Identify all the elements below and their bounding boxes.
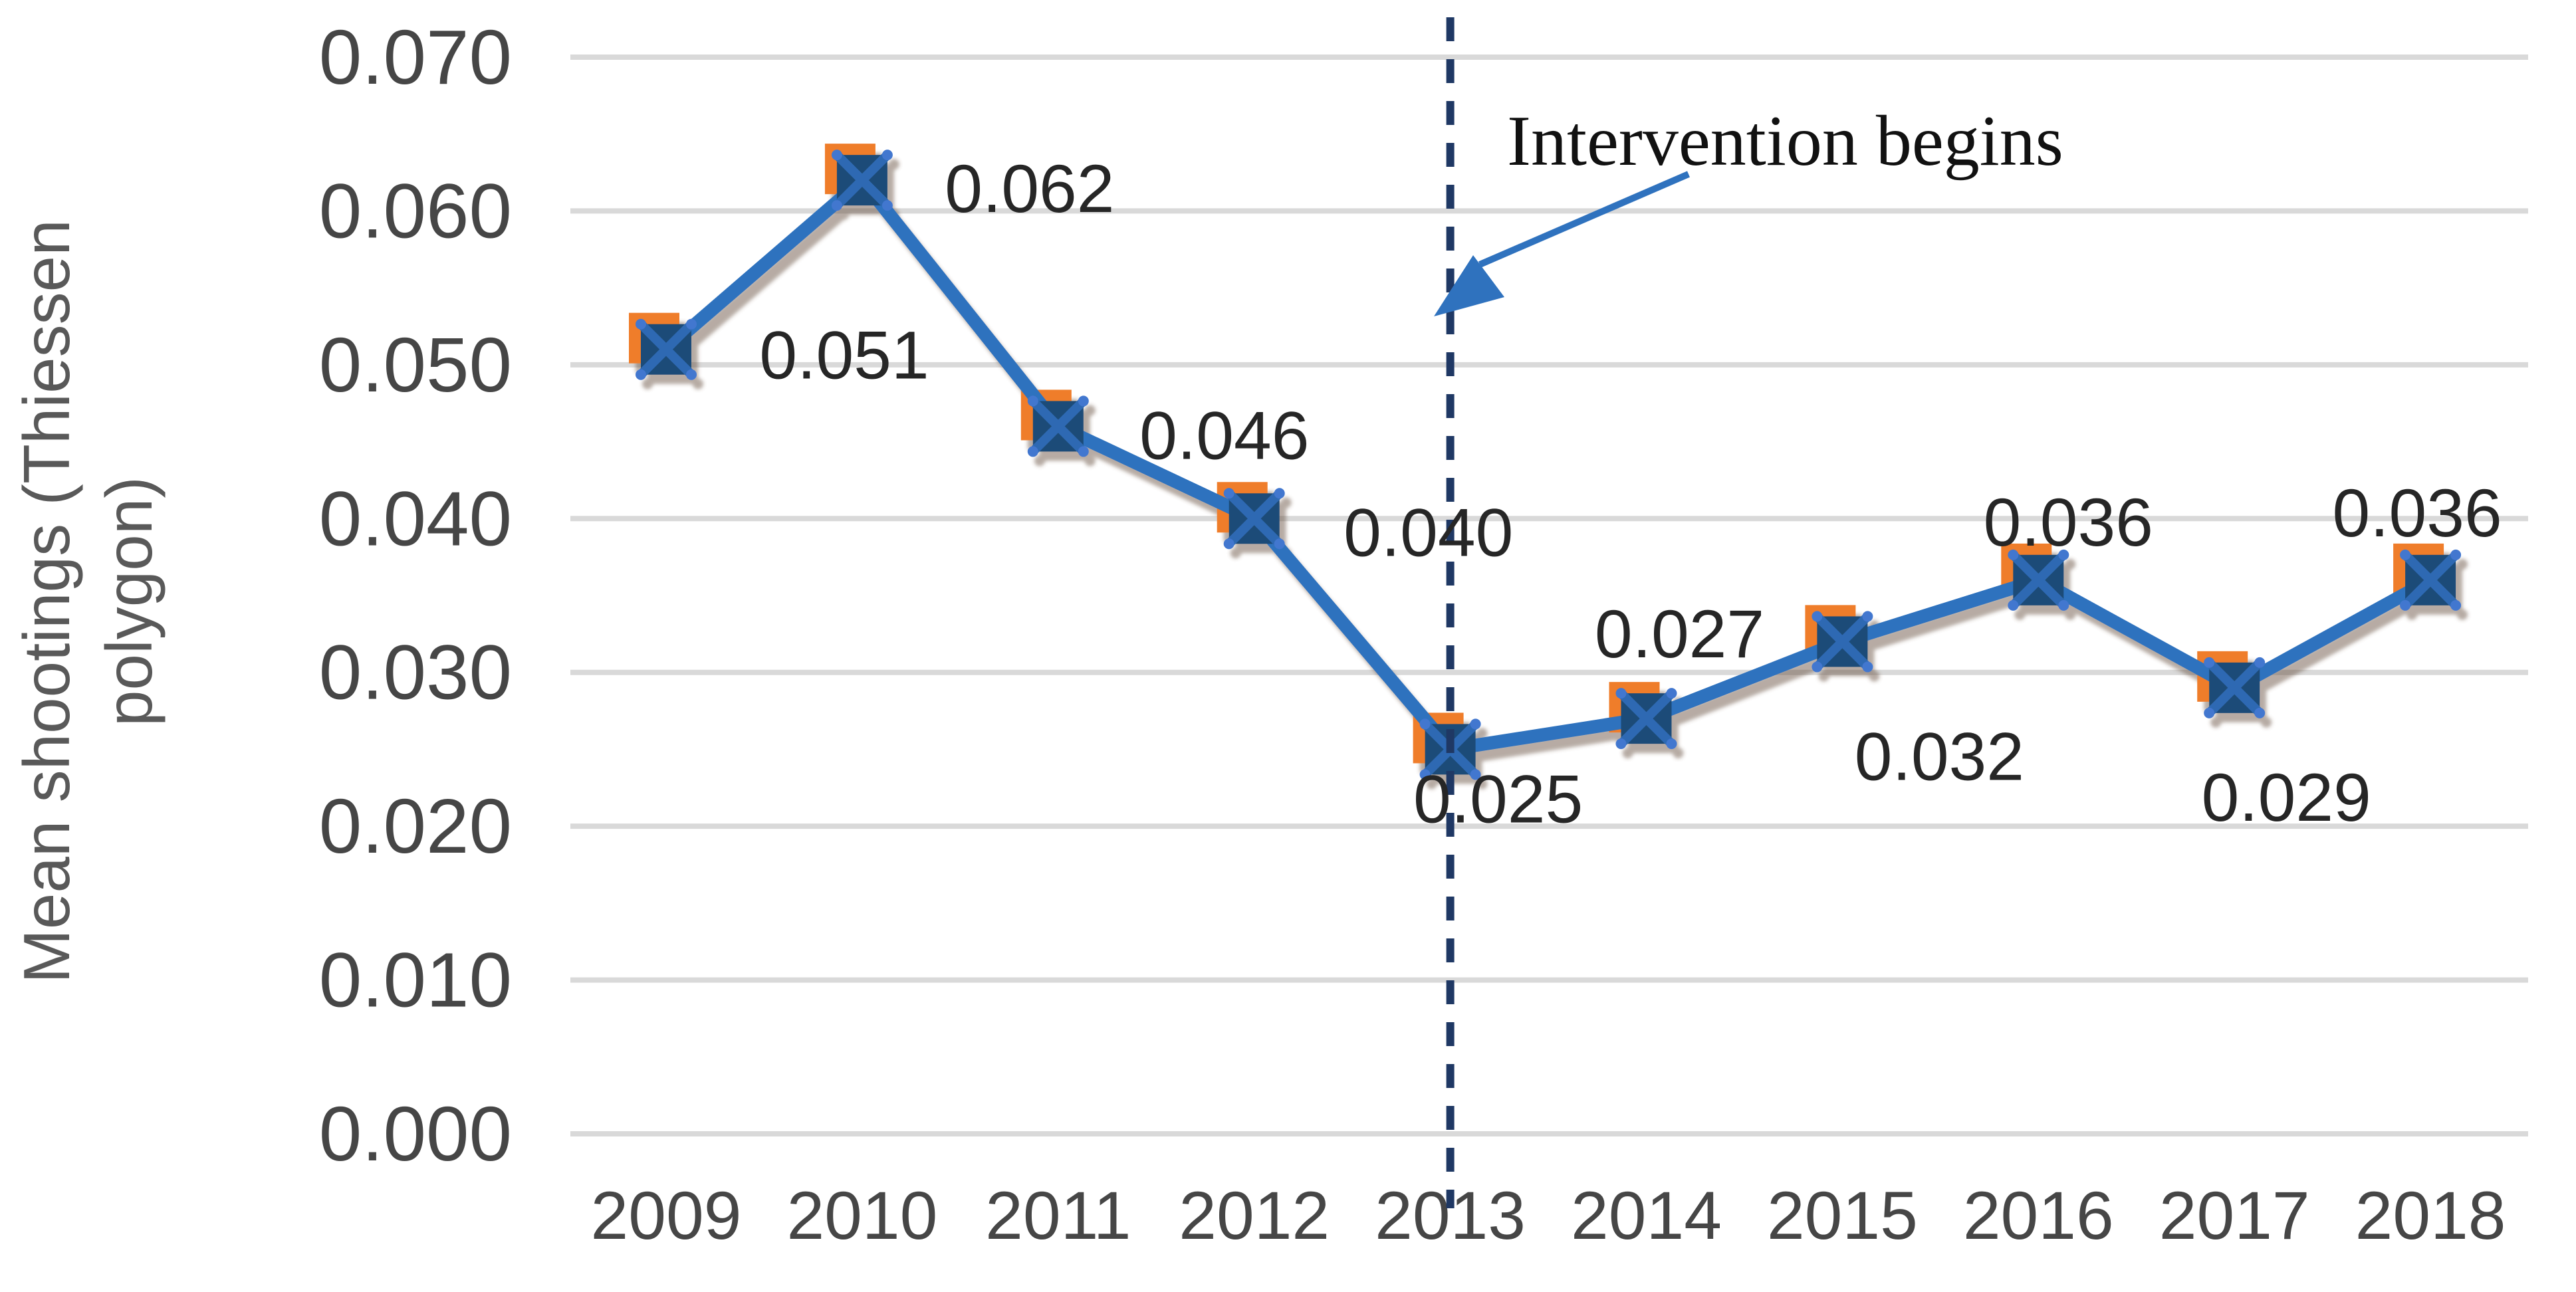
y-axis-tick-labels: 0.000 0.010 0.020 0.030 0.040 0.050 0.060 0.070 (319, 14, 512, 1177)
x-axis-tick-labels: 2009 2010 2011 2012 2013 2014 2015 2016 2017 2018 (591, 1178, 2506, 1253)
data-point-marker-2010 (831, 150, 893, 211)
data-label: 0.025 (1413, 761, 1583, 837)
y-axis-title-line1: Mean shootings (Thiessen (10, 219, 83, 983)
y-axis-title: Mean shootings (Thiessen polygon) (10, 219, 166, 983)
annotation-arrow-line (1478, 171, 1690, 268)
x-tick-label: 2010 (786, 1178, 937, 1253)
data-label: 0.027 (1595, 596, 1764, 672)
data-point-marker-2014 (1615, 688, 1677, 750)
data-point-marker-2015 (1812, 611, 1873, 673)
data-label: 0.032 (1855, 718, 2024, 794)
data-label: 0.036 (2332, 475, 2502, 551)
y-tick-label: 0.020 (319, 783, 512, 869)
x-tick-label: 2009 (591, 1178, 742, 1253)
data-point-marker-2009 (636, 318, 697, 380)
y-tick-label: 0.070 (319, 14, 512, 100)
data-label: 0.040 (1344, 494, 1513, 570)
data-point-marker-2016 (2008, 549, 2069, 611)
x-tick-label: 2018 (2355, 1178, 2506, 1253)
annotation: Intervention begins (1434, 102, 2063, 316)
gridlines (570, 54, 2528, 1136)
data-label: 0.036 (1984, 484, 2153, 560)
data-series (629, 144, 2462, 780)
y-tick-label: 0.060 (319, 167, 512, 254)
data-point-marker-2011 (1027, 395, 1089, 457)
y-tick-label: 0.000 (319, 1091, 512, 1177)
y-tick-label: 0.040 (319, 475, 512, 562)
x-tick-label: 2011 (985, 1178, 1131, 1253)
data-label: 0.029 (2202, 760, 2371, 835)
x-tick-label: 2017 (2159, 1178, 2310, 1253)
x-tick-label: 2016 (1963, 1178, 2114, 1253)
data-label: 0.062 (945, 151, 1114, 227)
y-axis-title-line2: polygon) (92, 477, 166, 726)
annotation-text: Intervention begins (1507, 102, 2063, 181)
data-label: 0.051 (759, 318, 929, 393)
data-point-marker-2017 (2204, 657, 2266, 718)
data-point-marker-2018 (2400, 549, 2462, 611)
series-line (661, 173, 2434, 756)
y-tick-label: 0.010 (319, 937, 512, 1023)
data-point-marker-2012 (1223, 488, 1285, 550)
x-tick-label: 2014 (1571, 1178, 1722, 1253)
data-labels: 0.051 0.062 0.046 0.040 0.025 0.027 0.032 0.036… (759, 151, 2502, 837)
x-tick-label: 2012 (1179, 1178, 1330, 1253)
x-tick-label: 2013 (1375, 1178, 1526, 1253)
y-tick-label: 0.050 (319, 322, 512, 408)
data-label: 0.046 (1139, 397, 1309, 473)
y-tick-label: 0.030 (319, 629, 512, 716)
annotation-arrowhead-icon (1434, 255, 1504, 316)
x-tick-label: 2015 (1767, 1178, 1918, 1253)
